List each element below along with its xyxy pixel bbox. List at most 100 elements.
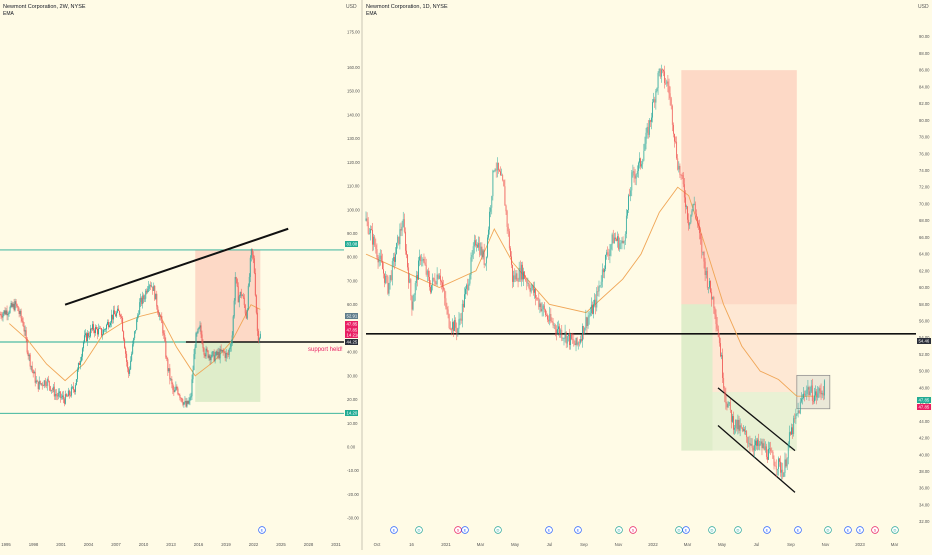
candle-body xyxy=(671,98,672,106)
candle-body xyxy=(700,233,701,239)
candle-body xyxy=(71,387,72,395)
candle-body xyxy=(742,427,743,430)
candle-body xyxy=(67,396,68,397)
price-scale-label: -10.00 xyxy=(347,468,360,473)
candle-body xyxy=(535,289,536,298)
candle-body xyxy=(157,306,158,312)
candle-body xyxy=(530,288,531,292)
candle-body xyxy=(733,416,734,430)
candle-body xyxy=(419,256,420,260)
event-marker-label: E xyxy=(766,528,769,533)
price-scale-label: 80.00 xyxy=(347,255,358,260)
time-tick-label: 2022 xyxy=(249,542,259,547)
level-tag: 14.20 xyxy=(347,411,358,416)
candle-body xyxy=(385,276,386,283)
candle-body xyxy=(528,283,529,284)
candle-body xyxy=(95,327,96,333)
candle-body xyxy=(110,323,111,326)
candle-body xyxy=(653,99,654,102)
candle-body xyxy=(526,280,527,284)
candle-body xyxy=(647,127,648,133)
candle-body xyxy=(409,279,410,282)
candle-body xyxy=(716,314,717,324)
candle-body xyxy=(115,314,116,316)
candle-body xyxy=(87,333,88,341)
candle-body xyxy=(96,327,97,329)
candle-body xyxy=(9,313,10,314)
time-tick-label: May xyxy=(511,542,520,547)
candle-body xyxy=(88,333,89,336)
candle-body xyxy=(823,393,824,395)
event-marker-label: E xyxy=(847,528,850,533)
candle-body xyxy=(23,321,24,326)
candle-body xyxy=(118,309,119,311)
time-tick-label: Sep xyxy=(787,542,795,547)
candle-body xyxy=(234,301,235,317)
price-scale-label: 10.00 xyxy=(347,421,358,426)
candle-body xyxy=(658,73,659,88)
candle-body xyxy=(764,443,765,450)
zone-profit[interactable] xyxy=(195,342,260,402)
price-scale-label: 76.00 xyxy=(919,151,930,156)
candle-body xyxy=(638,163,639,171)
candle-body xyxy=(593,304,594,314)
candle-body xyxy=(813,401,814,402)
candle-body xyxy=(524,272,525,279)
zone-loss-inner[interactable] xyxy=(713,304,797,392)
candle-body xyxy=(116,313,117,317)
candle-body xyxy=(161,316,162,323)
candle-body xyxy=(389,283,390,294)
candle-body xyxy=(401,229,402,230)
candle-body xyxy=(217,351,218,355)
candle-body xyxy=(199,327,200,328)
candle-body xyxy=(1,314,2,316)
candle-body xyxy=(708,287,709,288)
candle-body xyxy=(373,237,374,245)
candle-body xyxy=(770,448,771,451)
candle-body xyxy=(202,334,203,343)
candle-body xyxy=(6,310,7,314)
time-tick-label: May xyxy=(718,542,727,547)
candle-body xyxy=(797,413,798,414)
candle-body xyxy=(729,402,730,404)
price-scale-label: 48.00 xyxy=(919,385,930,390)
candle-body xyxy=(618,236,619,249)
candle-body xyxy=(42,383,43,385)
candle-body xyxy=(794,418,795,419)
candle-body xyxy=(537,298,538,299)
candle-body xyxy=(596,291,597,307)
candle-body xyxy=(201,325,202,334)
zone-profit[interactable] xyxy=(681,304,712,450)
candle-body xyxy=(180,398,181,399)
candle-body xyxy=(743,429,744,431)
candle-body xyxy=(619,243,620,249)
price-scale-label: 130.00 xyxy=(347,136,360,141)
candle-body xyxy=(143,295,144,299)
candle-body xyxy=(710,281,711,292)
candle-body xyxy=(117,309,118,313)
left-chart-title: Newmont Corporation, 2W, NYSE xyxy=(3,4,86,10)
candle-body xyxy=(623,241,624,243)
candle-body xyxy=(540,303,541,307)
candle-body xyxy=(484,250,485,264)
candle-body xyxy=(639,158,640,162)
time-tick-label: 2004 xyxy=(84,542,94,547)
candle-body xyxy=(188,401,189,404)
time-tick-label: 2028 xyxy=(304,542,314,547)
candle-body xyxy=(248,286,249,310)
candle-body xyxy=(32,366,33,370)
candle-body xyxy=(134,331,135,338)
candle-body xyxy=(56,394,57,395)
candle-body xyxy=(222,350,223,351)
time-tick-label: 2019 xyxy=(221,542,231,547)
time-tick-label: 2007 xyxy=(111,542,121,547)
candle-body xyxy=(171,379,172,384)
candle-body xyxy=(443,287,444,289)
candle-body xyxy=(55,394,56,396)
candle-body xyxy=(430,287,431,292)
candle-body xyxy=(577,338,578,345)
candle-body xyxy=(761,441,762,443)
zone-loss[interactable] xyxy=(681,70,797,304)
candle-body xyxy=(424,259,425,263)
candle-body xyxy=(603,269,604,272)
